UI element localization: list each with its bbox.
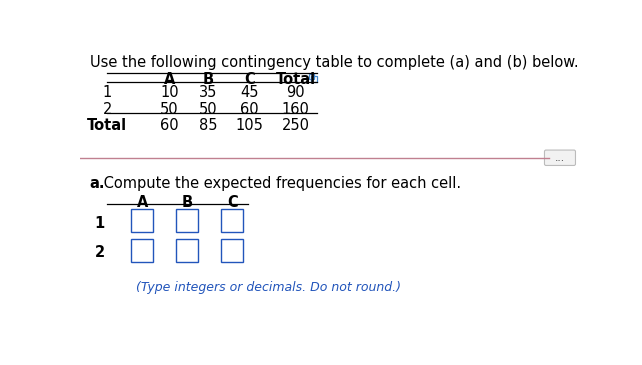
Text: 60: 60	[160, 119, 178, 134]
Bar	[311, 76, 317, 81]
Text: A: A	[164, 72, 175, 87]
Text: 45: 45	[240, 85, 259, 100]
Text: a.: a.	[89, 176, 105, 191]
Text: B: B	[182, 195, 193, 210]
Text: 1: 1	[94, 216, 105, 231]
Text: C: C	[227, 195, 238, 210]
Bar	[177, 239, 198, 262]
Bar	[177, 210, 198, 233]
Text: B: B	[203, 72, 214, 87]
Text: 2: 2	[94, 245, 105, 260]
Text: 90: 90	[286, 85, 305, 100]
Bar	[309, 74, 315, 79]
Text: 50: 50	[160, 101, 178, 116]
Text: 250: 250	[282, 119, 309, 134]
Text: 10: 10	[160, 85, 178, 100]
Text: ...: ...	[555, 153, 565, 163]
Text: Total: Total	[87, 119, 128, 134]
Text: 2: 2	[103, 101, 112, 116]
Text: 160: 160	[282, 101, 309, 116]
Text: Use the following contingency table to complete (a) and (b) below.: Use the following contingency table to c…	[89, 55, 578, 70]
Bar	[221, 210, 243, 233]
Bar	[132, 210, 153, 233]
Text: C: C	[244, 72, 255, 87]
Text: 35: 35	[199, 85, 217, 100]
FancyBboxPatch shape	[544, 150, 575, 165]
Text: Total: Total	[275, 72, 316, 87]
Text: 50: 50	[199, 101, 218, 116]
Text: 105: 105	[235, 119, 263, 134]
Text: 1: 1	[103, 85, 112, 100]
Text: Compute the expected frequencies for each cell.: Compute the expected frequencies for eac…	[99, 176, 461, 191]
Bar	[132, 239, 153, 262]
Text: 60: 60	[240, 101, 259, 116]
Text: (Type integers or decimals. Do not round.): (Type integers or decimals. Do not round…	[136, 281, 401, 294]
Text: 85: 85	[199, 119, 218, 134]
Bar	[221, 239, 243, 262]
Text: A: A	[137, 195, 148, 210]
